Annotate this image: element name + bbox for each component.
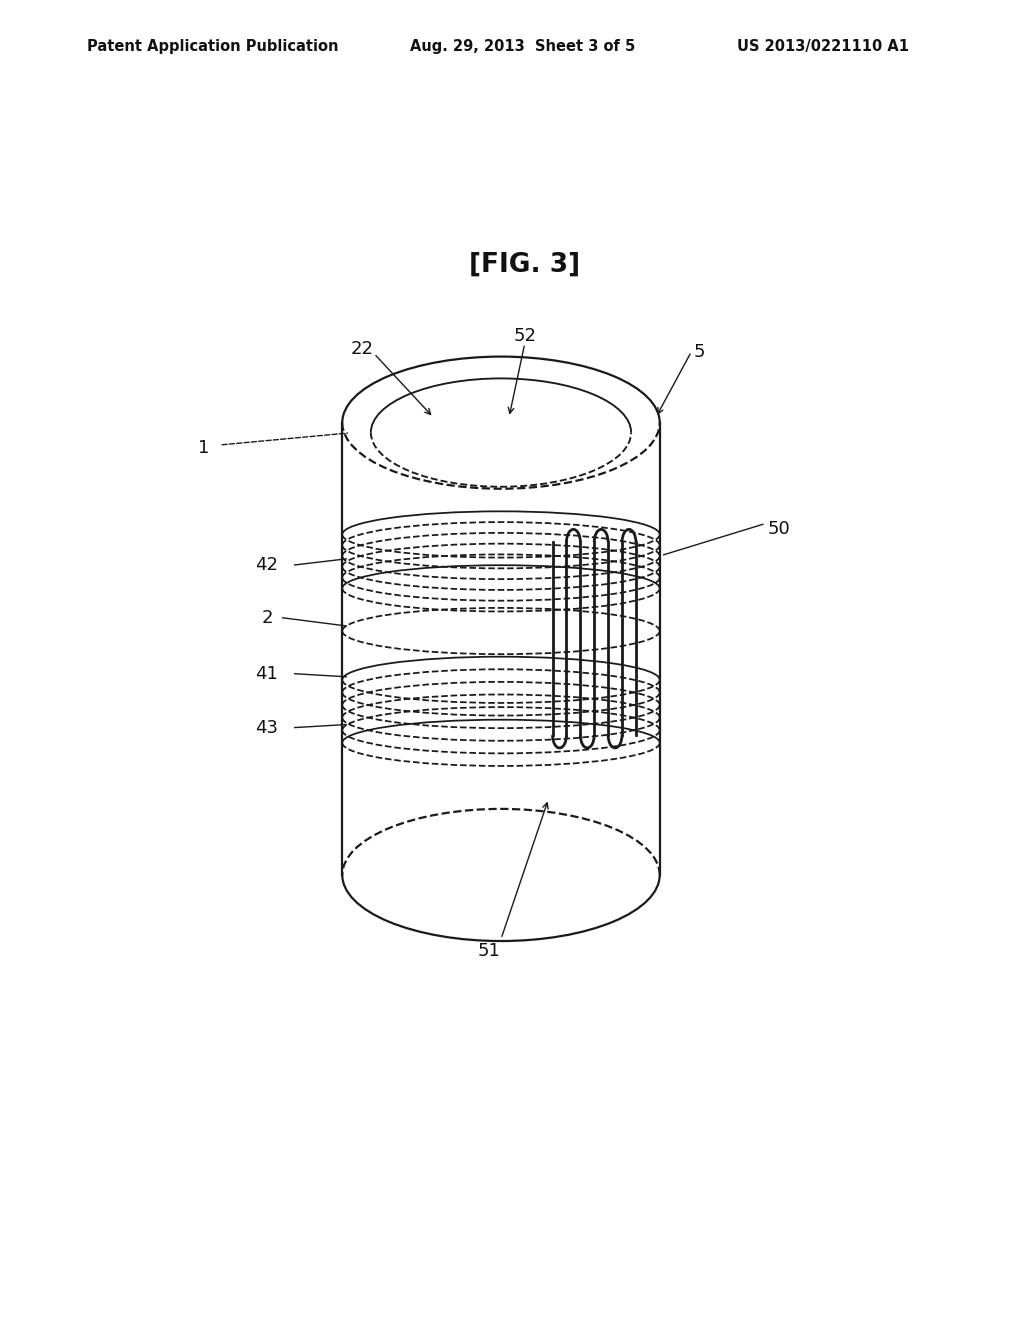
Text: 51: 51 — [477, 942, 501, 960]
Text: 41: 41 — [255, 665, 279, 682]
Text: 42: 42 — [255, 556, 279, 574]
Text: US 2013/0221110 A1: US 2013/0221110 A1 — [737, 38, 909, 54]
Text: Patent Application Publication: Patent Application Publication — [87, 38, 339, 54]
Text: 22: 22 — [350, 341, 374, 359]
Text: 5: 5 — [693, 342, 706, 360]
Text: 1: 1 — [198, 440, 209, 457]
Text: Aug. 29, 2013  Sheet 3 of 5: Aug. 29, 2013 Sheet 3 of 5 — [410, 38, 635, 54]
Text: 50: 50 — [767, 520, 791, 539]
Text: 43: 43 — [255, 718, 279, 737]
Text: 2: 2 — [261, 609, 272, 627]
Text: [FIG. 3]: [FIG. 3] — [469, 252, 581, 279]
Text: 52: 52 — [513, 327, 537, 346]
